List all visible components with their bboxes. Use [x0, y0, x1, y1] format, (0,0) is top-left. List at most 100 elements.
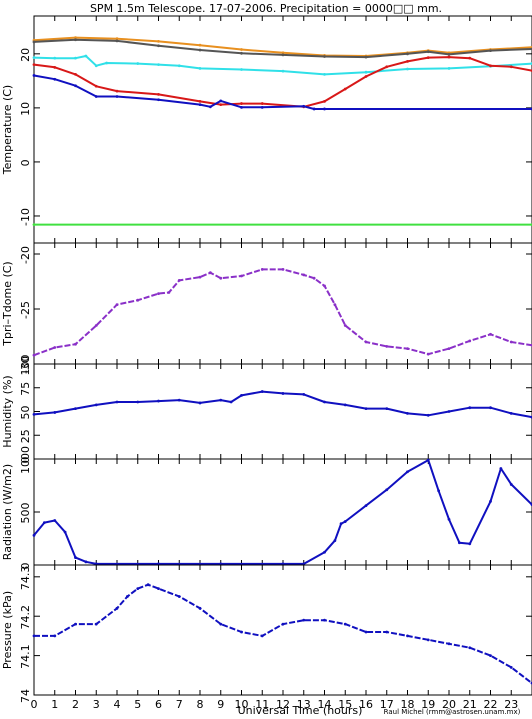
data-point: [177, 279, 181, 282]
data-point: [53, 346, 57, 349]
y-tick-label: 25: [19, 429, 32, 443]
data-point: [74, 84, 77, 88]
data-point: [281, 392, 285, 395]
data-point: [312, 107, 316, 111]
data-point: [94, 95, 98, 98]
data-point: [74, 38, 77, 42]
data-series-line: [33, 74, 532, 110]
data-point: [468, 646, 472, 650]
y-tick-label: 0: [19, 457, 32, 464]
data-point: [74, 407, 77, 411]
data-point: [447, 55, 451, 59]
data-point: [115, 89, 119, 93]
data-point: [333, 539, 337, 543]
data-point: [32, 533, 36, 537]
data-point: [426, 638, 430, 642]
data-point: [406, 634, 409, 638]
data-point: [115, 39, 119, 43]
data-point: [32, 74, 36, 77]
data-point: [323, 618, 326, 622]
data-point: [84, 54, 88, 58]
x-tick-label: 16: [359, 698, 373, 711]
data-point: [74, 622, 77, 626]
panel-frame: [33, 242, 532, 365]
data-point: [115, 37, 119, 41]
data-point: [208, 105, 212, 109]
data-point: [53, 56, 57, 60]
data-point: [447, 410, 451, 413]
y-tick-label: -20: [19, 246, 32, 264]
data-point: [198, 275, 202, 279]
data-point: [447, 518, 451, 521]
data-point: [32, 353, 36, 357]
data-point: [198, 401, 202, 405]
data-point: [489, 332, 492, 336]
data-point: [198, 67, 202, 70]
data-point: [281, 53, 285, 57]
y-tick-label: -10: [19, 208, 32, 226]
data-point: [468, 406, 472, 410]
y-tick-label: 0: [19, 563, 32, 570]
x-tick-label: 23: [504, 698, 518, 711]
data-point: [198, 99, 202, 103]
data-point: [94, 324, 98, 327]
data-point: [364, 407, 368, 411]
data-point: [32, 634, 36, 638]
data-point: [240, 393, 243, 397]
data-point: [406, 412, 409, 415]
data-point: [32, 412, 36, 416]
y-axis-label: Tpri–Tdome (C): [1, 261, 14, 346]
data-point: [509, 65, 513, 69]
data-point: [509, 666, 513, 669]
data-point: [364, 75, 368, 78]
y-tick-label: 1000: [19, 446, 32, 474]
x-tick-label: 14: [318, 698, 332, 711]
panel-frame: [33, 15, 532, 244]
data-point: [447, 67, 451, 70]
data-series-line: [33, 390, 532, 419]
data-point: [240, 274, 243, 278]
data-point: [157, 40, 160, 43]
data-point: [426, 50, 430, 54]
x-axis-label: Universal Time (hours): [238, 704, 363, 717]
data-point: [385, 488, 389, 492]
data-point: [198, 48, 202, 52]
y-tick-label: 74: [19, 689, 32, 703]
data-point: [53, 77, 57, 81]
y-axis-label: Pressure (kPa): [1, 591, 14, 669]
data-point: [281, 51, 285, 55]
x-tick-label: 3: [93, 698, 100, 711]
y-tick-label: 100: [19, 355, 32, 376]
data-point: [302, 393, 306, 396]
data-point: [115, 400, 119, 404]
data-point: [136, 587, 140, 591]
data-point: [302, 104, 306, 108]
data-point: [364, 630, 368, 634]
data-point: [385, 65, 389, 69]
data-point: [385, 407, 389, 411]
data-point: [240, 51, 243, 55]
data-point: [63, 530, 67, 534]
data-point: [406, 470, 409, 474]
data-point: [447, 642, 451, 646]
data-point: [157, 292, 160, 295]
data-point: [94, 622, 98, 626]
data-point: [240, 102, 243, 105]
y-tick-label: 0: [19, 159, 32, 166]
data-point: [177, 398, 181, 402]
data-point: [53, 519, 57, 522]
data-point: [53, 634, 57, 638]
data-point: [240, 68, 243, 71]
data-point: [260, 105, 264, 109]
data-point: [32, 223, 36, 227]
data-point: [115, 606, 119, 610]
data-point: [157, 587, 160, 591]
x-tick-label: 8: [197, 698, 204, 711]
data-point: [437, 489, 441, 493]
data-point: [364, 55, 368, 59]
data-point: [323, 284, 326, 288]
x-tick-label: 4: [114, 698, 121, 711]
y-axis-label: Radiation (W/m2): [1, 464, 14, 560]
y-tick-label: 20: [19, 48, 32, 62]
data-point: [32, 40, 36, 44]
